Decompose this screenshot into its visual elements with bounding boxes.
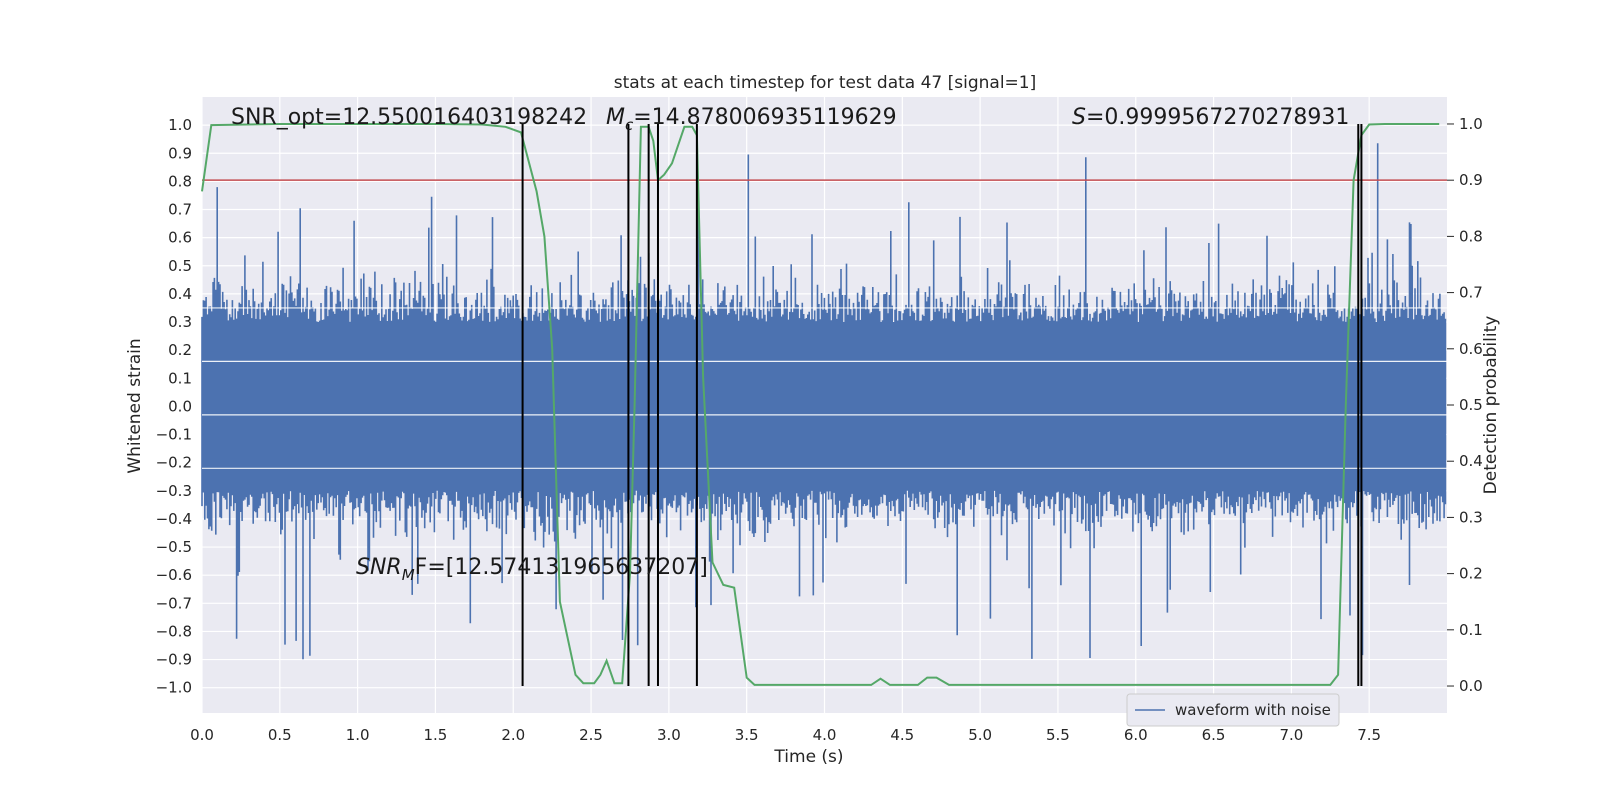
- legend-box: [1126, 693, 1340, 727]
- waveform-series: [201, 143, 1447, 660]
- probability-layer: [201, 123, 1440, 686]
- y-tick-label: −0.8: [156, 622, 192, 640]
- y2-tick-label: 0.0: [1459, 677, 1483, 695]
- y2-tick-label: 0.7: [1459, 284, 1483, 302]
- chirp-mass-annotation: Mc=14.878006935119629: [606, 105, 897, 134]
- chirp-mass-symbol: M: [606, 105, 625, 130]
- x-tick-label: 7.0: [1279, 726, 1303, 744]
- x-tick-label: 0.0: [190, 726, 214, 744]
- y-tick-label: −0.9: [156, 651, 192, 669]
- y-tick-label: −0.3: [156, 482, 192, 500]
- chirp-mass-value: =14.878006935119629: [633, 105, 896, 130]
- y-tick-label: 1.0: [168, 116, 192, 134]
- snr-opt-annotation: SNR_opt=12.550016403198242: [231, 105, 587, 130]
- y-tick-label: −0.7: [156, 594, 192, 612]
- legend-label-waveform: waveform with noise: [1175, 701, 1331, 719]
- x-tick-label: 1.5: [424, 726, 448, 744]
- y2-tick-label: 0.4: [1459, 452, 1483, 470]
- y-tick-label: 0.3: [168, 313, 192, 331]
- y-tick-label: −0.5: [156, 538, 192, 556]
- marker-lines: [521, 123, 1363, 687]
- x-tick-label: 5.0: [968, 726, 992, 744]
- y-tick-label: −0.2: [156, 454, 192, 472]
- x-tick-label: 3.5: [735, 726, 759, 744]
- chirp-mass-subscript: c: [625, 116, 634, 134]
- y2-tick-label: 0.6: [1459, 340, 1483, 358]
- y2-tick-label: 0.5: [1459, 396, 1483, 414]
- x-tick-labels: 0.0 0.5 1.0 1.5 2.0 2.5 3.0 3.5 4.0 4.5 5.0 5.5 6.0 6…: [190, 726, 1381, 744]
- snr-mf-value: F=[12.574131965637207]: [415, 555, 708, 580]
- s-symbol: S: [1072, 105, 1086, 130]
- x-tick-label: 4.5: [890, 726, 914, 744]
- y-tick-label: −0.6: [156, 566, 192, 584]
- y2-tick-label: 0.8: [1459, 227, 1483, 245]
- y-tick-label: 0.9: [168, 144, 192, 162]
- y2-tick-labels: 1.0 0.9 0.8 0.7 0.6 0.5 0.4 0.3 0.2 0.1 0.0: [1447, 115, 1483, 695]
- s-annotation: S=0.9999567270278931: [1072, 105, 1349, 130]
- chart-title: stats at each timestep for test data 47 …: [614, 73, 1037, 93]
- x-tick-label: 4.0: [813, 726, 837, 744]
- snr-mf-annotation: SNRMF=[12.574131965637207]: [356, 555, 708, 584]
- probability-line: [201, 123, 1440, 686]
- x-tick-label: 5.5: [1046, 726, 1070, 744]
- y2-tick-label: 0.3: [1459, 508, 1483, 526]
- y2-tick-label: 0.1: [1459, 621, 1483, 639]
- y-tick-label: 0.7: [168, 201, 192, 219]
- x-tick-label: 2.5: [579, 726, 603, 744]
- x-tick-label: 1.0: [346, 726, 370, 744]
- y2-tick-label: 0.2: [1459, 565, 1483, 583]
- y-tick-label: 0.8: [168, 172, 192, 190]
- snr-mf-subscript: M: [402, 566, 415, 584]
- legend: waveform with noise: [1126, 693, 1340, 727]
- x-axis-label: Time (s): [773, 747, 843, 767]
- x-tick-label: 6.0: [1124, 726, 1148, 744]
- y2-tick-label: 0.9: [1459, 171, 1483, 189]
- x-tick-label: 0.5: [268, 726, 292, 744]
- y-tick-label: 0.1: [168, 369, 192, 387]
- y-tick-label: 0.4: [168, 285, 192, 303]
- y-tick-label: 0.2: [168, 341, 192, 359]
- waveform-core: [202, 327, 1446, 486]
- y-tick-label: 0.5: [168, 257, 192, 275]
- y-tick-label: −0.4: [156, 510, 192, 528]
- y2-tick-label: 1.0: [1459, 115, 1483, 133]
- x-tick-label: 7.5: [1357, 726, 1381, 744]
- x-tick-label: 3.0: [657, 726, 681, 744]
- snr-mf-symbol: SNR: [356, 555, 402, 580]
- y2-axis-label: Detection probability: [1481, 316, 1501, 495]
- y-tick-labels: 1.0 0.9 0.8 0.7 0.6 0.5 0.4 0.3 0.2 0.1 0.0 −0.1 −0.…: [156, 116, 192, 697]
- y-axis-label: Whitened strain: [125, 338, 145, 473]
- y-tick-label: 0.0: [168, 397, 192, 415]
- x-tick-label: 2.0: [501, 726, 525, 744]
- x-tick-label: 6.5: [1202, 726, 1226, 744]
- y-tick-label: −0.1: [156, 426, 192, 444]
- threshold-layer: [202, 179, 1447, 469]
- y-tick-label: 0.6: [168, 229, 192, 247]
- s-value: =0.9999567270278931: [1086, 105, 1349, 130]
- y-tick-label: −1.0: [156, 679, 192, 697]
